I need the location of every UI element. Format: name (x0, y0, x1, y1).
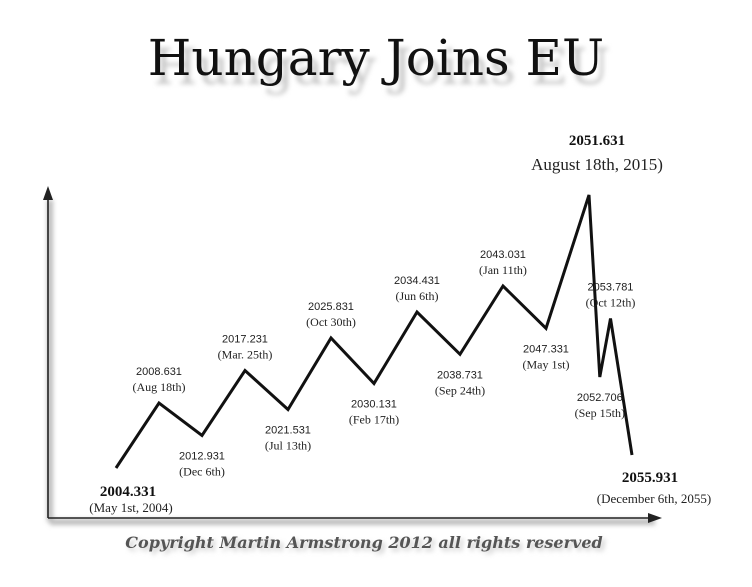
point-value-label-6: 2025.831 (308, 301, 354, 313)
point-value-label-12: 2051.631 (569, 133, 625, 149)
point-value-label-1: 2004.331 (100, 484, 156, 500)
point-date-label-6: (Oct 30th) (306, 315, 356, 329)
point-date-label-9: (Sep 24th) (435, 383, 485, 397)
point-labels: 2004.331(May 1st, 2004) 2008.631 (Aug 18th… (89, 133, 711, 515)
chart-title-shadow: Hungary Joins EU (154, 38, 610, 96)
copyright-text: Copyright Martin Armstrong 2012 all righ… (125, 533, 602, 552)
point-date-label-15: (December 6th, 2055) (597, 491, 711, 506)
point-date-label-11: (May 1st) (523, 357, 570, 371)
axes-shadow (47, 200, 655, 525)
point-date-label-1: (May 1st, 2004) (89, 500, 172, 515)
point-value-label-14: 2053.781 (588, 282, 634, 294)
point-date-label-5: (Jul 13th) (265, 439, 311, 453)
point-date-label-8: (Jun 6th) (396, 289, 439, 303)
point-date-label-10: (Jan 11th) (479, 263, 527, 277)
point-date-label-12: August 18th, 2015) (531, 155, 663, 174)
y-axis-arrow (43, 186, 53, 200)
point-date-label-2: (Aug 18th) (133, 380, 186, 394)
point-date-label-3: (Dec 6th) (179, 465, 225, 479)
chart-title: Hungary Joins EU (148, 29, 604, 87)
point-value-label-3: 2012.931 (179, 451, 225, 463)
point-value-label-11: 2047.331 (523, 343, 569, 355)
point-value-label-7: 2030.131 (351, 399, 397, 411)
point-value-label-9: 2038.731 (437, 369, 483, 381)
point-value-label-2: 2008.631 (136, 366, 182, 378)
point-date-label-7: (Feb 17th) (349, 413, 399, 427)
x-axis-arrow (648, 513, 662, 523)
point-value-label-13: 2052.706 (577, 392, 623, 404)
point-value-label-8: 2034.431 (394, 275, 440, 287)
point-value-label-15: 2055.931 (622, 470, 678, 486)
point-date-label-13: (Sep 15th) (575, 406, 625, 420)
point-value-label-5: 2021.531 (265, 425, 311, 437)
series-line (114, 194, 634, 469)
point-value-label-4: 2017.231 (222, 334, 268, 346)
point-date-label-14: (Oct 12th) (586, 296, 636, 310)
point-value-label-10: 2043.031 (480, 249, 526, 261)
point-date-label-4: (Mar. 25th) (218, 348, 273, 362)
copyright-shadow: Copyright Martin Armstrong 2012 all righ… (128, 536, 605, 555)
